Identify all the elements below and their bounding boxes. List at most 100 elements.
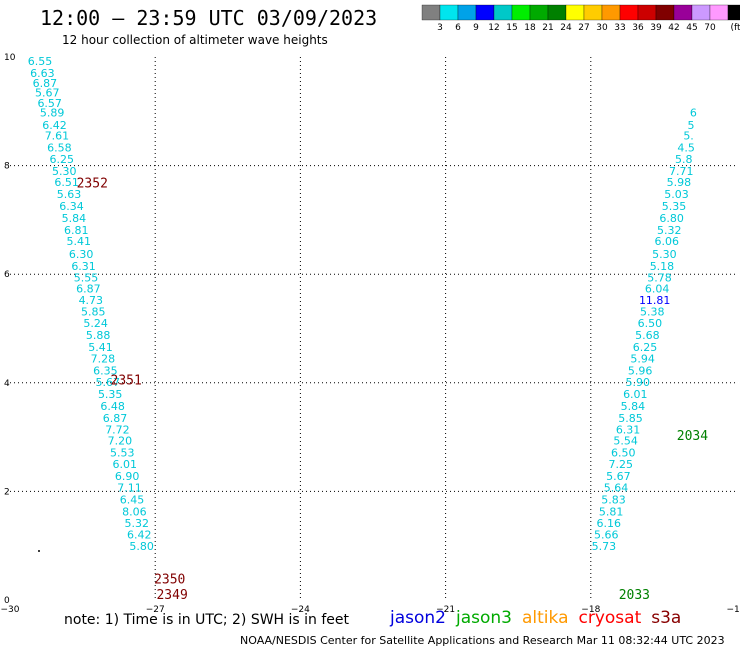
data-point-label: 6.48 <box>100 400 125 413</box>
colorbar-swatch <box>511 4 531 21</box>
colorbar-swatch <box>457 4 477 21</box>
time-annotation: 2352 <box>77 176 108 191</box>
colorbar-swatch <box>727 4 740 21</box>
data-point-label: 6.57 <box>37 97 62 110</box>
data-point-label: 5.35 <box>662 200 687 213</box>
colorbar-label: 24 <box>560 23 572 33</box>
colorbar-swatch <box>655 4 675 21</box>
data-point-label: 6.87 <box>103 412 128 425</box>
data-point-label: 5.88 <box>86 329 111 342</box>
satellite-altika: altika <box>522 608 569 628</box>
data-point-label: 5.81 <box>599 505 624 518</box>
y-tick-label: 6 <box>4 270 10 280</box>
data-point-label: 6.63 <box>30 67 55 80</box>
data-point-label: 5.85 <box>618 412 643 425</box>
satellite-s3a: s3a <box>651 608 682 628</box>
colorbar-swatch <box>475 4 495 21</box>
colorbar-label: 36 <box>632 23 644 33</box>
data-point-label: 6.04 <box>645 283 670 296</box>
time-annotation: 2034 <box>677 429 708 444</box>
satellite-jason3: jason3 <box>456 608 512 628</box>
data-point-label: 5.54 <box>613 435 638 448</box>
colorbar-label: 3 <box>437 23 443 33</box>
colorbar-swatch <box>529 4 549 21</box>
colorbar-swatch <box>547 4 567 21</box>
data-point-label: 5.03 <box>664 188 689 201</box>
x-tick-label: −21 <box>436 605 455 615</box>
data-point-label: 5.85 <box>81 305 106 318</box>
y-tick-label: 10 <box>4 53 16 63</box>
data-point-label: 6.42 <box>42 119 67 132</box>
colorbar-label: 9 <box>473 23 479 33</box>
data-point-label: 5.68 <box>635 329 660 342</box>
time-annotation: 2349 <box>156 588 187 603</box>
data-point-label: 5.30 <box>52 165 77 178</box>
data-point-label: 4.5 <box>677 141 695 154</box>
colorbar-swatch <box>637 4 657 21</box>
colorbar-label: 70 <box>704 23 716 33</box>
data-point-label: 5.63 <box>57 188 82 201</box>
colorbar-unit: (ft) <box>730 23 740 33</box>
data-point-label: 6.50 <box>638 317 663 330</box>
x-tick-label: −15 <box>727 605 740 615</box>
colorbar-swatch <box>583 4 603 21</box>
data-point-label: 5.98 <box>667 176 692 189</box>
data-point-label: 5.96 <box>628 365 653 378</box>
colorbar-label: 45 <box>686 23 697 33</box>
data-point-label: 6.31 <box>616 423 641 436</box>
data-point-label: 7.20 <box>108 435 133 448</box>
data-point-label: 5.94 <box>630 353 655 366</box>
data-point-label: 5.89 <box>40 107 65 120</box>
data-point-label: 7.61 <box>45 130 70 143</box>
data-point-label: 5.32 <box>125 517 150 530</box>
data-point-label: 6.81 <box>64 224 89 237</box>
colorbar-swatch <box>619 4 639 21</box>
data-point-label: 6.31 <box>71 260 96 273</box>
data-point-label: 5.84 <box>62 212 87 225</box>
data-point-label: 5.90 <box>625 376 650 389</box>
x-tick-label: −30 <box>1 605 20 615</box>
chart-subtitle: 12 hour collection of altimeter wave hei… <box>62 33 328 47</box>
data-point-label: 5.64 <box>604 481 629 494</box>
satellite-cryosat: cryosat <box>578 608 642 628</box>
colorbar-swatch <box>601 4 621 21</box>
colorbar-swatch <box>709 4 729 21</box>
data-point-label: 6.30 <box>69 248 94 261</box>
data-point-label: 6.35 <box>93 365 118 378</box>
data-point-label: 6.50 <box>611 447 636 460</box>
data-point-label: 6.87 <box>33 77 58 90</box>
data-point-label: 6.34 <box>59 200 84 213</box>
x-tick-label: −18 <box>581 605 600 615</box>
data-point-label: 5.84 <box>621 400 646 413</box>
colorbar-swatch <box>691 4 711 21</box>
data-point-label: 5.53 <box>110 447 135 460</box>
data-point-label: 5.80 <box>129 540 154 553</box>
data-point-label: 6.25 <box>633 341 658 354</box>
time-annotation: 2033 <box>619 588 650 603</box>
data-point-label: 5.73 <box>592 540 617 553</box>
chart-title: 12:00 – 23:59 UTC 03/09/2023 <box>40 6 378 30</box>
colorbar-swatch <box>421 4 441 21</box>
y-tick-label: 2 <box>4 487 10 497</box>
data-point-label: 5.24 <box>83 317 108 330</box>
data-point-label: 6.90 <box>115 470 140 483</box>
data-point-label: 6.16 <box>596 517 621 530</box>
x-tick-label: −24 <box>291 605 310 615</box>
colorbar-label: 27 <box>578 23 589 33</box>
data-point-label: 5.67 <box>606 470 631 483</box>
colorbar-swatch <box>493 4 513 21</box>
data-point-label: 5.41 <box>66 235 91 248</box>
data-point-label: 5.55 <box>74 271 99 284</box>
colorbar-label: 39 <box>650 23 662 33</box>
colorbar-label: 12 <box>488 23 499 33</box>
data-point-label: 6.80 <box>659 212 684 225</box>
data-point-label: 8.06 <box>122 505 147 518</box>
data-point-label: 6.87 <box>76 283 101 296</box>
data-point-label: 5.66 <box>594 529 619 542</box>
data-point-label: 5.78 <box>647 271 672 284</box>
y-tick-label: 0 <box>4 596 10 606</box>
data-point-label: 5 <box>687 119 694 132</box>
x-tick-label: −27 <box>146 605 165 615</box>
footer-credit: NOAA/NESDIS Center for Satellite Applica… <box>240 634 725 647</box>
data-point-label: 5.35 <box>98 388 123 401</box>
